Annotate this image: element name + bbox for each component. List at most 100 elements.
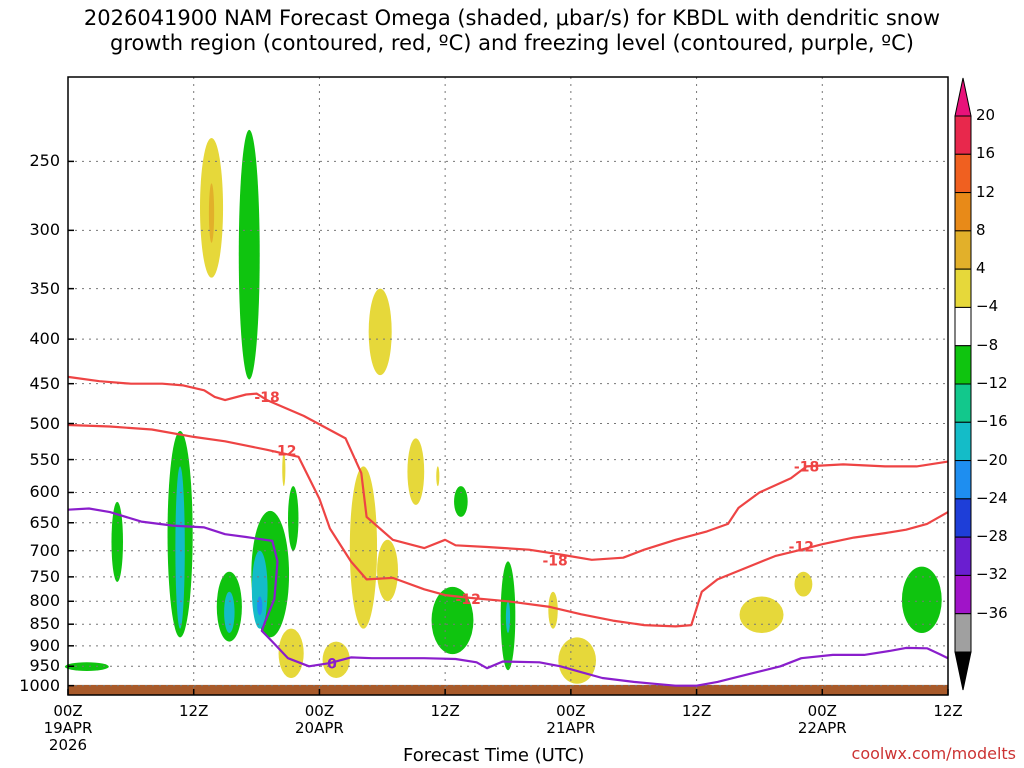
colorbar-top-cap	[954, 77, 972, 117]
colorbar-label: 16	[976, 144, 996, 163]
omega-region-25	[558, 637, 597, 684]
omega-region-29	[64, 662, 109, 672]
colorbar-swatch-10	[954, 498, 972, 538]
omega-region-8	[224, 591, 235, 633]
omega-region-20	[431, 586, 474, 655]
omega-region-23	[505, 601, 511, 633]
omega-region-3	[368, 288, 392, 376]
colorbar-label: −4	[976, 297, 999, 316]
colorbar-bottom-cap	[954, 651, 972, 691]
omega-region-19	[436, 466, 440, 487]
y-tick-label: 250	[29, 151, 60, 171]
colorbar-label: 8	[976, 220, 986, 239]
x-tick-label-line: 2026	[48, 736, 88, 754]
omega-region-15	[322, 641, 350, 679]
colorbar-label: −36	[976, 603, 1008, 622]
colorbar-swatch-9	[954, 460, 972, 500]
label-minus18-c: -18	[794, 459, 819, 475]
colorbar-label: 12	[976, 182, 996, 201]
omega-region-24	[548, 591, 558, 629]
colorbar-label: −8	[976, 335, 999, 354]
y-tick-label: 950	[29, 656, 60, 676]
x-tick-label: 00Z 21APR	[531, 703, 611, 737]
x-tick-label: 00Z 19APR 2026	[28, 703, 108, 754]
chart-title-line-2: growth region (contoured, red, ºC) and f…	[110, 31, 914, 55]
y-tick-label: 300	[29, 220, 60, 240]
x-tick-label-line: 20APR	[295, 719, 344, 737]
y-tick-label: 600	[29, 482, 60, 502]
colorbar-label: −16	[976, 412, 1008, 431]
terrain-surface-band	[68, 684, 948, 695]
x-tick-label-line: 22APR	[797, 719, 847, 737]
y-tick-label: 350	[29, 278, 60, 298]
x-tick-label: 12Z	[908, 703, 988, 720]
omega-region-10	[251, 550, 268, 629]
y-tick-label: 650	[29, 512, 60, 532]
colorbar-swatch-5	[954, 306, 972, 347]
omega-region-26	[739, 596, 784, 633]
y-tick-label: 500	[29, 413, 60, 433]
colorbar-swatch-1	[954, 153, 972, 194]
colorbar-label: −32	[976, 565, 1008, 584]
omega-shaded-regions	[64, 129, 942, 684]
x-tick-label-line: 00Z	[53, 702, 83, 720]
omega-region-17	[377, 539, 398, 602]
colorbar-swatch-0	[954, 115, 972, 155]
omega-region-6	[175, 466, 185, 629]
x-tick-label-line: 00Z	[807, 702, 837, 720]
colorbar-swatch-2	[954, 192, 972, 232]
omega-region-11	[257, 596, 263, 616]
y-tick-label: 550	[29, 449, 60, 469]
y-tick-label: 800	[29, 591, 60, 611]
y-tick-label: 700	[29, 540, 60, 560]
isotherm-minus12-line	[67, 423, 949, 628]
colorbar-swatch-8	[954, 421, 972, 462]
axis-ticks	[67, 160, 949, 695]
label-minus12-c: -12	[789, 539, 814, 555]
x-tick-label: 00Z 22APR	[782, 703, 862, 737]
omega-region-14	[278, 628, 304, 679]
label-minus18-b: -18	[542, 553, 567, 569]
temperature-contours: -18 -18 -18 -12 -12 -12 0	[67, 375, 949, 687]
omega-region-28	[901, 566, 942, 633]
omega-region-21	[454, 486, 468, 517]
omega-region-16	[349, 466, 378, 629]
x-tick-label-line: 12Z	[430, 702, 460, 720]
isotherm-minus18-line	[67, 375, 949, 561]
label-minus12-b: -12	[456, 592, 481, 608]
colorbar	[954, 77, 972, 691]
omega-region-27	[794, 571, 813, 597]
freezing-level-line	[67, 507, 949, 687]
label-freezing-0: 0	[327, 656, 337, 672]
colorbar-label: 20	[976, 106, 996, 124]
y-tick-label: 1000	[19, 675, 60, 695]
label-minus12-a: -12	[271, 444, 296, 460]
x-tick-label-line: 12Z	[681, 702, 712, 720]
colorbar-label: −28	[976, 527, 1008, 546]
colorbar-label: −24	[976, 488, 1008, 507]
colorbar-swatch-13	[954, 613, 972, 653]
x-axis-title: Forecast Time (UTC)	[403, 745, 585, 766]
colorbar-label: −20	[976, 450, 1008, 469]
omega-region-18	[407, 438, 425, 505]
colorbar-swatch-12	[954, 574, 972, 615]
colorbar-swatch-7	[954, 383, 972, 423]
label-minus18-a: -18	[254, 390, 279, 406]
credit-link[interactable]: coolwx.com/modelts	[851, 744, 1016, 763]
colorbar-label: −12	[976, 374, 1008, 392]
omega-region-4	[111, 501, 124, 582]
y-tick-label: 900	[29, 635, 60, 655]
colorbar-swatch-3	[954, 230, 972, 270]
omega-region-1	[208, 183, 215, 243]
x-tick-label-line: 00Z	[556, 702, 586, 720]
omega-region-2	[238, 129, 260, 380]
y-tick-label: 450	[29, 373, 60, 393]
x-tick-label-line: 12Z	[933, 702, 963, 720]
colorbar-label: 4	[976, 259, 986, 278]
x-tick-label-line: 21APR	[546, 719, 596, 737]
omega-region-12	[288, 486, 299, 551]
x-tick-label: 12Z	[657, 703, 737, 720]
y-tick-label: 400	[29, 329, 60, 349]
colorbar-swatch-11	[954, 536, 972, 576]
